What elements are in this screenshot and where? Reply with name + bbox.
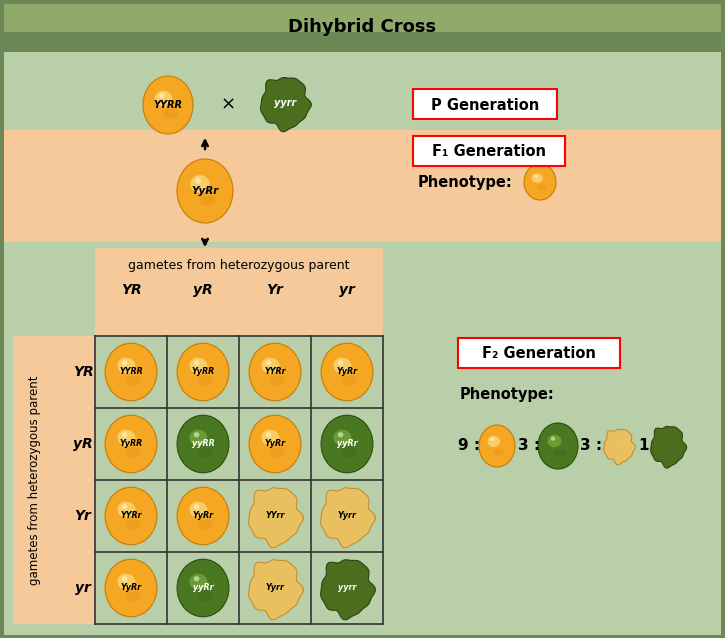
Ellipse shape bbox=[338, 360, 344, 366]
Text: yR: yR bbox=[73, 437, 93, 451]
Ellipse shape bbox=[154, 91, 173, 107]
Ellipse shape bbox=[194, 504, 199, 509]
Ellipse shape bbox=[334, 430, 352, 445]
Polygon shape bbox=[249, 560, 303, 620]
Text: Yr: Yr bbox=[267, 283, 283, 297]
Text: YyRR: YyRR bbox=[191, 367, 215, 376]
Text: yyRr: yyRr bbox=[336, 440, 357, 449]
Ellipse shape bbox=[270, 448, 286, 457]
FancyBboxPatch shape bbox=[4, 52, 721, 154]
Text: gametes from heterozygous parent: gametes from heterozygous parent bbox=[28, 375, 41, 585]
Ellipse shape bbox=[195, 178, 201, 184]
Ellipse shape bbox=[265, 432, 271, 438]
Polygon shape bbox=[286, 98, 289, 103]
Ellipse shape bbox=[334, 358, 352, 374]
Ellipse shape bbox=[534, 175, 538, 178]
Polygon shape bbox=[320, 560, 376, 620]
Ellipse shape bbox=[177, 559, 229, 617]
Text: YYRr: YYRr bbox=[264, 367, 286, 376]
Ellipse shape bbox=[265, 360, 271, 366]
Text: YyRr: YyRr bbox=[120, 584, 141, 593]
Polygon shape bbox=[604, 429, 635, 465]
Ellipse shape bbox=[198, 591, 213, 602]
Polygon shape bbox=[348, 510, 352, 516]
Ellipse shape bbox=[199, 195, 216, 206]
Polygon shape bbox=[668, 442, 671, 446]
FancyBboxPatch shape bbox=[458, 338, 620, 368]
Ellipse shape bbox=[105, 343, 157, 401]
Text: Yyrr: Yyrr bbox=[338, 512, 357, 521]
Ellipse shape bbox=[194, 432, 199, 438]
Text: yyrr: yyrr bbox=[274, 98, 296, 108]
Ellipse shape bbox=[554, 449, 566, 457]
Ellipse shape bbox=[122, 360, 128, 366]
Polygon shape bbox=[276, 510, 280, 516]
Polygon shape bbox=[320, 488, 376, 548]
Ellipse shape bbox=[177, 487, 229, 545]
Ellipse shape bbox=[479, 425, 515, 467]
Polygon shape bbox=[249, 488, 303, 548]
Text: YYrr: YYrr bbox=[265, 512, 285, 521]
FancyBboxPatch shape bbox=[413, 136, 565, 166]
Ellipse shape bbox=[189, 358, 207, 374]
FancyBboxPatch shape bbox=[4, 130, 721, 242]
Ellipse shape bbox=[126, 448, 141, 457]
Text: YR: YR bbox=[72, 365, 94, 379]
Ellipse shape bbox=[249, 415, 301, 473]
Text: F₁ Generation: F₁ Generation bbox=[432, 144, 546, 158]
Text: Dihybrid Cross: Dihybrid Cross bbox=[289, 18, 436, 36]
Text: ×: × bbox=[220, 96, 236, 114]
FancyBboxPatch shape bbox=[4, 242, 721, 635]
Ellipse shape bbox=[321, 415, 373, 473]
Polygon shape bbox=[651, 426, 687, 468]
Ellipse shape bbox=[126, 376, 141, 386]
FancyBboxPatch shape bbox=[95, 336, 383, 624]
Ellipse shape bbox=[105, 415, 157, 473]
Ellipse shape bbox=[117, 501, 136, 517]
Ellipse shape bbox=[177, 343, 229, 401]
Ellipse shape bbox=[117, 430, 136, 445]
Ellipse shape bbox=[163, 108, 178, 119]
Ellipse shape bbox=[524, 164, 556, 200]
Text: P Generation: P Generation bbox=[431, 98, 539, 112]
Ellipse shape bbox=[189, 430, 207, 445]
Ellipse shape bbox=[261, 430, 279, 445]
Text: yR: yR bbox=[193, 283, 213, 297]
Ellipse shape bbox=[341, 448, 357, 457]
Ellipse shape bbox=[487, 436, 500, 447]
Text: YyRr: YyRr bbox=[192, 512, 214, 521]
Text: F₂ Generation: F₂ Generation bbox=[482, 346, 596, 362]
Text: YYRr: YYRr bbox=[120, 512, 142, 521]
FancyBboxPatch shape bbox=[4, 4, 721, 32]
Polygon shape bbox=[620, 443, 622, 446]
Text: yyRr: yyRr bbox=[193, 584, 213, 593]
Ellipse shape bbox=[261, 358, 279, 374]
Ellipse shape bbox=[122, 576, 128, 581]
Polygon shape bbox=[260, 77, 311, 132]
Polygon shape bbox=[276, 582, 280, 588]
Ellipse shape bbox=[143, 76, 193, 134]
Text: yr: yr bbox=[75, 581, 91, 595]
Text: Yr: Yr bbox=[75, 509, 91, 523]
Ellipse shape bbox=[189, 574, 207, 590]
Ellipse shape bbox=[198, 448, 213, 457]
Ellipse shape bbox=[190, 175, 210, 193]
Text: YyRr: YyRr bbox=[191, 186, 219, 196]
Ellipse shape bbox=[321, 343, 373, 401]
FancyBboxPatch shape bbox=[95, 248, 383, 336]
Text: Phenotype:: Phenotype: bbox=[460, 387, 555, 401]
Ellipse shape bbox=[531, 173, 543, 183]
Ellipse shape bbox=[117, 574, 136, 590]
Ellipse shape bbox=[198, 376, 213, 386]
Text: 3 :: 3 : bbox=[518, 438, 540, 454]
Text: Yyrr: Yyrr bbox=[265, 584, 284, 593]
Text: YyRr: YyRr bbox=[336, 367, 357, 376]
Text: yyrr: yyrr bbox=[338, 584, 356, 593]
Ellipse shape bbox=[177, 415, 229, 473]
Ellipse shape bbox=[126, 519, 141, 530]
Ellipse shape bbox=[547, 434, 561, 447]
Text: YyRr: YyRr bbox=[265, 440, 286, 449]
Text: YR: YR bbox=[120, 283, 141, 297]
Text: Phenotype:: Phenotype: bbox=[418, 175, 513, 189]
